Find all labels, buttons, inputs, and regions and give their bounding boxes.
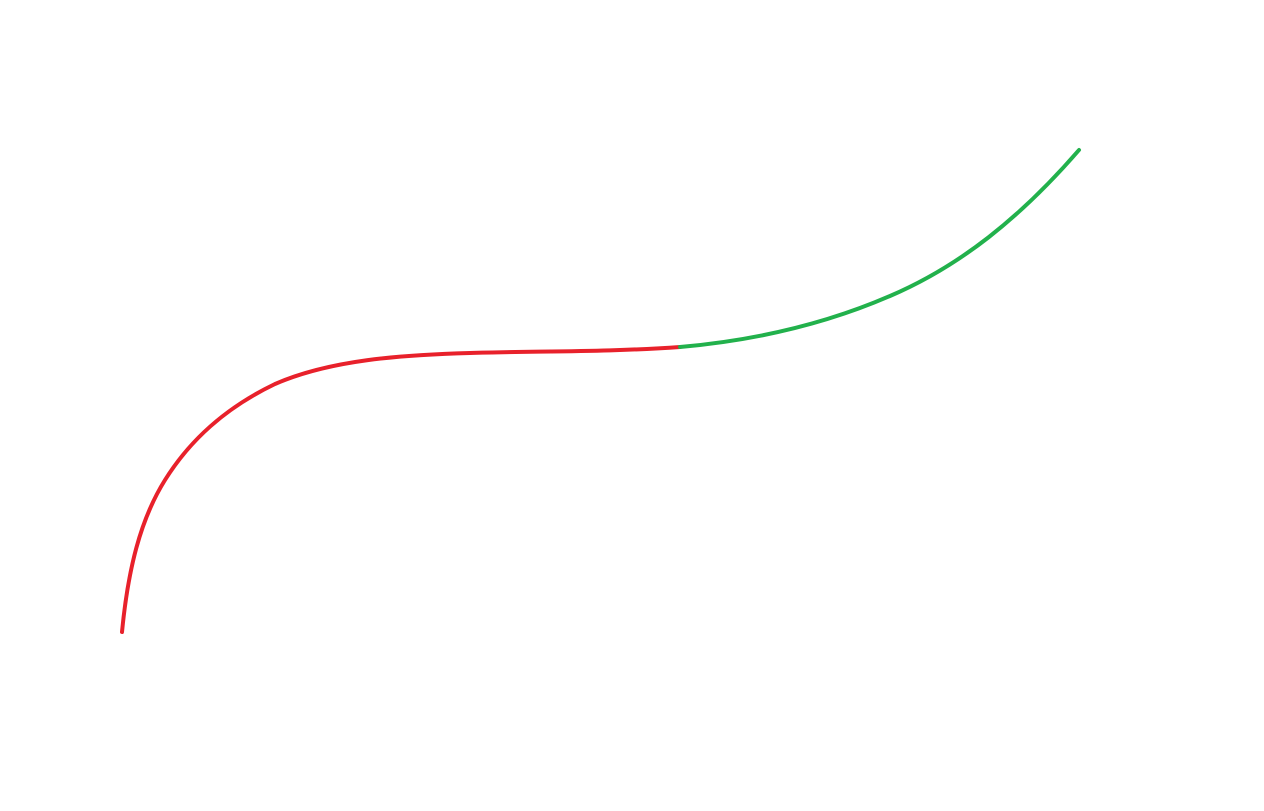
green-curve-segment xyxy=(678,148,1081,349)
red-curve-segment xyxy=(120,345,682,634)
